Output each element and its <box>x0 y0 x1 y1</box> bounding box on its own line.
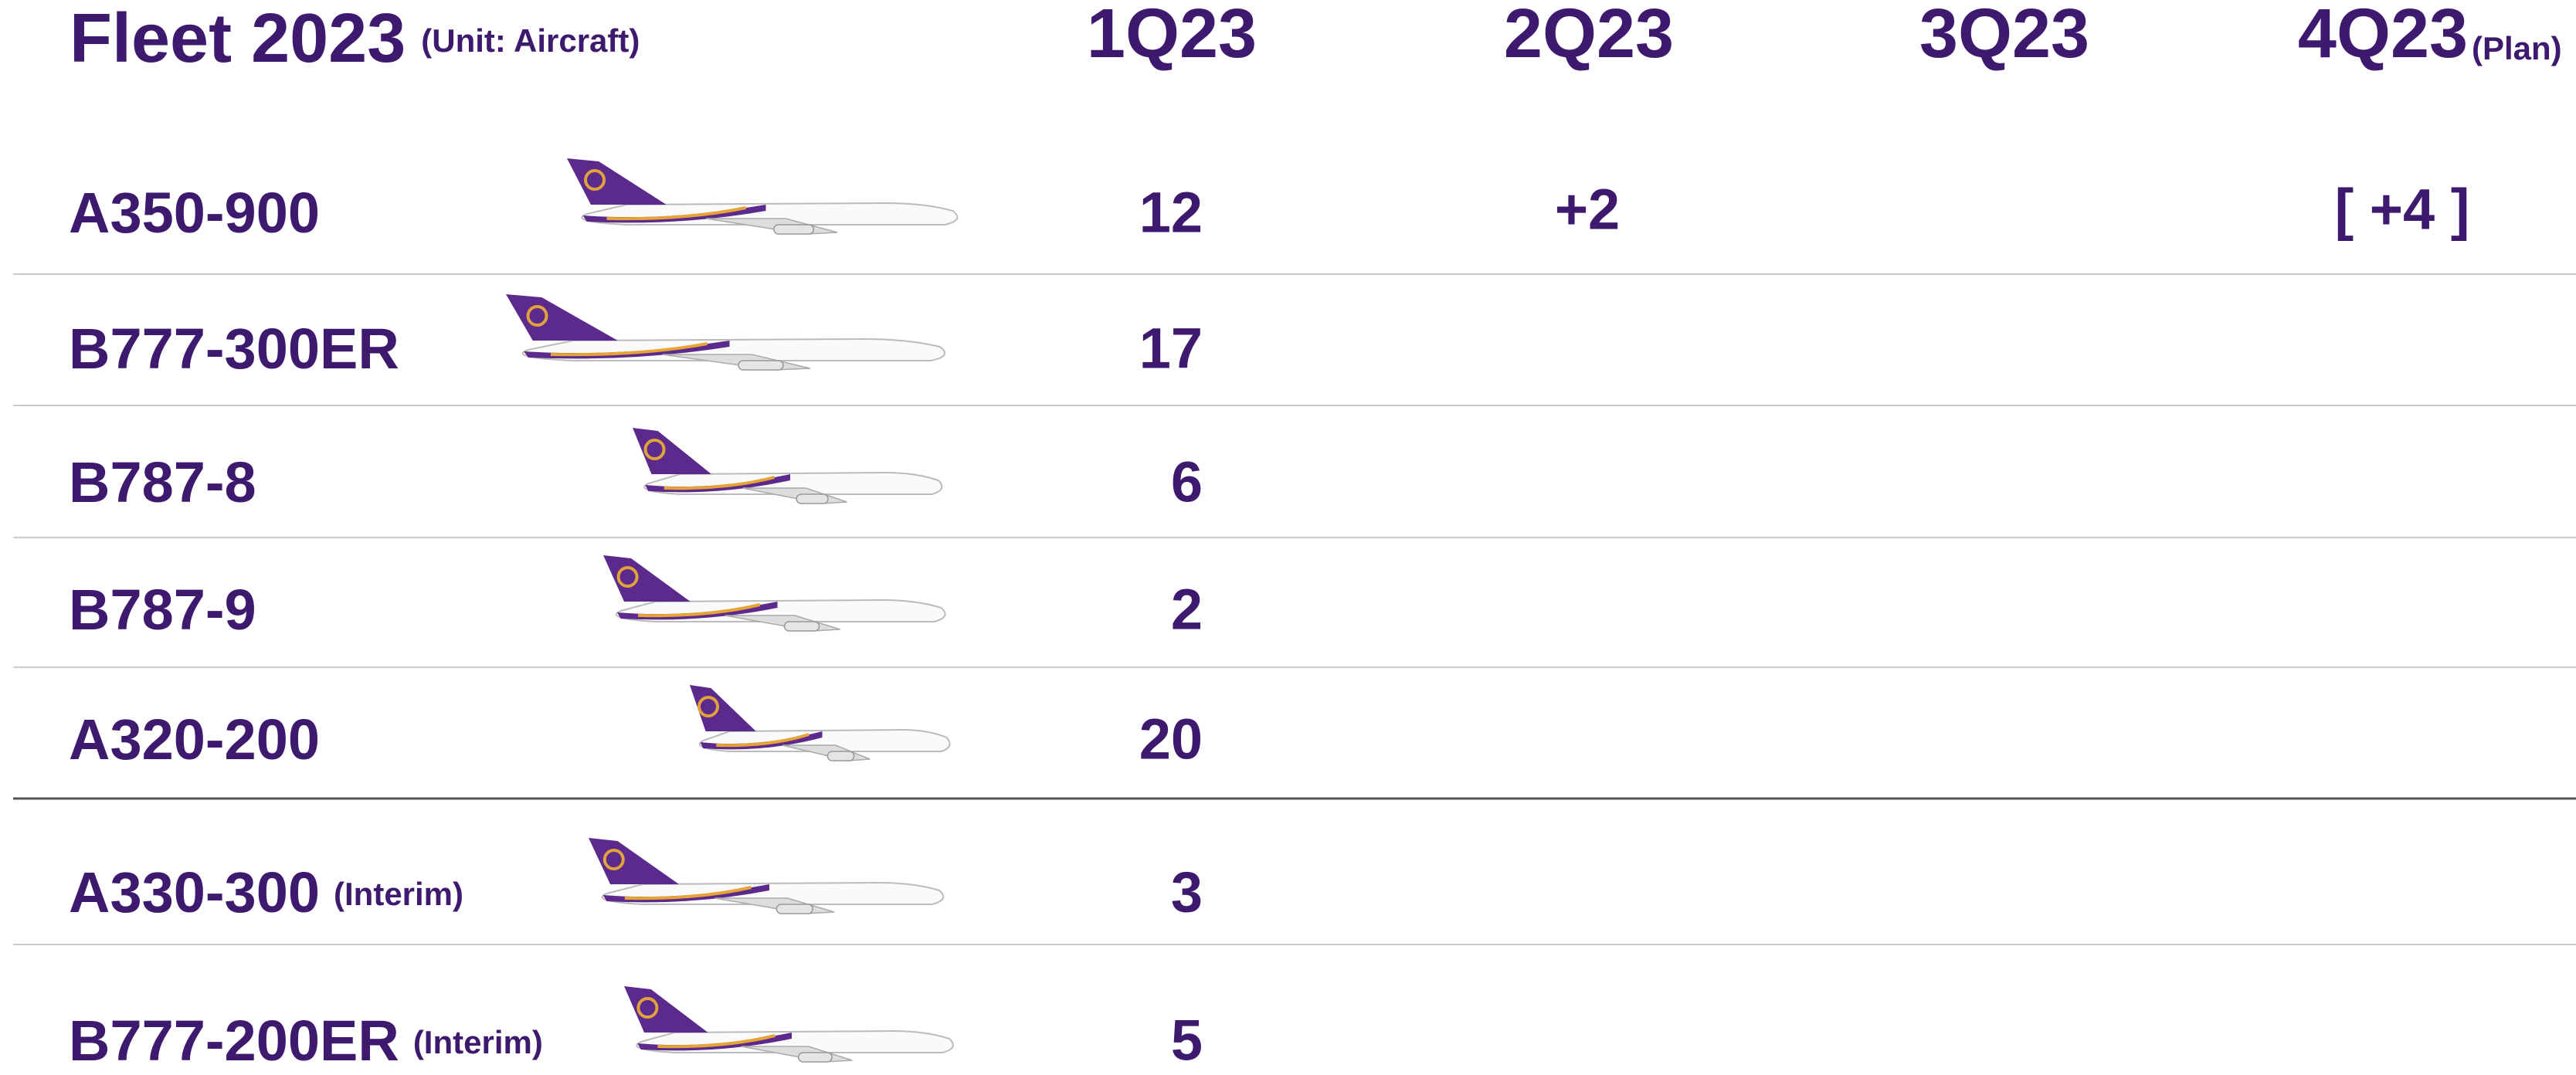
tail-logo <box>584 169 606 191</box>
engine <box>783 621 820 632</box>
q1-count: 6 <box>1171 450 1203 514</box>
aircraft-model: B777-200ER (Interim) <box>69 1009 543 1073</box>
aircraft-model: B787-8 <box>69 450 256 514</box>
tail-logo <box>526 305 548 327</box>
engine <box>738 360 784 371</box>
engine <box>773 224 815 235</box>
swoosh-gold <box>664 476 776 490</box>
aircraft-illustration <box>690 685 951 761</box>
tail-logo <box>643 439 666 460</box>
column-header: 3Q23 <box>1919 0 2089 73</box>
model-name: B787-9 <box>69 578 256 642</box>
q2-change: +2 <box>1555 178 1620 242</box>
model-name: B777-300ER <box>69 317 399 381</box>
swoosh-gold <box>606 206 747 221</box>
unit-text: (Unit: Aircraft) <box>421 22 640 59</box>
q1-count: 20 <box>1139 707 1203 771</box>
model-name: A330-300 <box>69 860 320 924</box>
model-name: B777-200ER <box>69 1009 399 1073</box>
engine <box>797 1052 833 1063</box>
q1-count: 3 <box>1171 860 1203 924</box>
aircraft-model: B787-9 <box>69 578 256 642</box>
q4-plan: [ +4 ] <box>2335 178 2470 242</box>
q1-count: 17 <box>1139 317 1203 381</box>
column-header: 1Q23 <box>1087 0 1257 73</box>
aircraft-illustration <box>603 555 946 632</box>
model-note: (Interim) <box>413 1024 543 1060</box>
model-note: (Interim) <box>334 876 463 912</box>
aircraft-model: B777-300ER <box>69 317 399 381</box>
column-note: (Plan) <box>2472 30 2562 66</box>
engine <box>826 751 855 761</box>
aircraft-illustration <box>589 838 945 914</box>
aircraft-illustration <box>633 428 943 504</box>
table: 1Q23 2Q23 3Q23 4Q23 (Plan) A350-900 12 +2 [ +4 ]… <box>13 0 2576 1073</box>
aircraft-model: A320-200 <box>69 707 320 771</box>
q1-count: 5 <box>1171 1009 1203 1073</box>
model-name: B787-8 <box>69 450 256 514</box>
tail-logo <box>602 849 625 870</box>
aircraft-illustration <box>506 294 946 371</box>
swoosh-gold <box>657 1034 776 1049</box>
q1-count: 2 <box>1171 578 1203 642</box>
title-text: Fleet 2023 <box>70 0 406 77</box>
tail-logo <box>616 566 639 588</box>
aircraft-illustration <box>624 986 954 1063</box>
swoosh-gold <box>716 733 809 748</box>
title: Fleet 2023 (Unit: Aircraft) <box>70 0 640 77</box>
swoosh-gold <box>638 603 761 618</box>
aircraft-illustration <box>567 158 959 235</box>
swoosh-gold <box>624 886 752 900</box>
tail-logo <box>636 997 659 1019</box>
tail-logo <box>697 696 720 717</box>
model-name: A320-200 <box>69 707 320 771</box>
engine <box>796 493 829 504</box>
aircraft-model: A350-900 <box>69 181 320 245</box>
engine <box>776 904 813 914</box>
aircraft-model: A330-300 (Interim) <box>69 860 463 924</box>
q1-count: 12 <box>1139 181 1203 245</box>
model-name: A350-900 <box>69 181 320 245</box>
column-header: 4Q23 <box>2298 0 2468 73</box>
swoosh-gold <box>550 342 708 357</box>
column-header: 2Q23 <box>1504 0 1674 73</box>
